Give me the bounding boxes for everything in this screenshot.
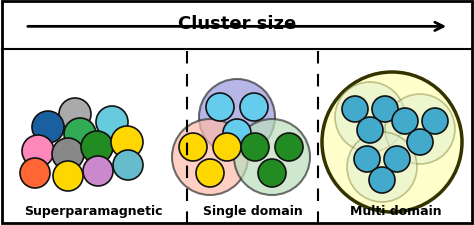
Circle shape bbox=[384, 146, 410, 172]
Circle shape bbox=[322, 73, 462, 212]
Circle shape bbox=[32, 112, 64, 143]
Circle shape bbox=[372, 97, 398, 122]
Circle shape bbox=[59, 99, 91, 130]
Circle shape bbox=[196, 159, 224, 187]
Circle shape bbox=[52, 138, 84, 170]
Circle shape bbox=[179, 133, 207, 161]
Circle shape bbox=[113, 150, 143, 180]
Circle shape bbox=[22, 135, 54, 167]
Circle shape bbox=[342, 97, 368, 122]
Circle shape bbox=[335, 83, 405, 152]
Circle shape bbox=[20, 158, 50, 188]
Circle shape bbox=[392, 108, 418, 134]
Circle shape bbox=[223, 119, 251, 147]
Circle shape bbox=[234, 119, 310, 195]
Circle shape bbox=[369, 167, 395, 193]
Circle shape bbox=[354, 146, 380, 172]
Circle shape bbox=[258, 159, 286, 187]
Circle shape bbox=[81, 131, 113, 163]
Circle shape bbox=[64, 119, 96, 150]
Circle shape bbox=[347, 132, 417, 202]
Circle shape bbox=[83, 156, 113, 186]
Text: Multi domain: Multi domain bbox=[350, 205, 442, 218]
Circle shape bbox=[199, 80, 275, 155]
Circle shape bbox=[96, 106, 128, 138]
Circle shape bbox=[213, 133, 241, 161]
Text: Superparamagnetic: Superparamagnetic bbox=[24, 205, 163, 218]
Circle shape bbox=[53, 161, 83, 191]
Circle shape bbox=[111, 126, 143, 158]
Circle shape bbox=[407, 129, 433, 155]
Text: Cluster size: Cluster size bbox=[178, 15, 296, 33]
Circle shape bbox=[385, 94, 455, 164]
Circle shape bbox=[240, 94, 268, 122]
Text: Single domain: Single domain bbox=[202, 205, 302, 218]
Circle shape bbox=[241, 133, 269, 161]
Circle shape bbox=[172, 119, 248, 195]
Circle shape bbox=[357, 117, 383, 143]
Circle shape bbox=[275, 133, 303, 161]
Circle shape bbox=[422, 108, 448, 134]
Circle shape bbox=[206, 94, 234, 122]
